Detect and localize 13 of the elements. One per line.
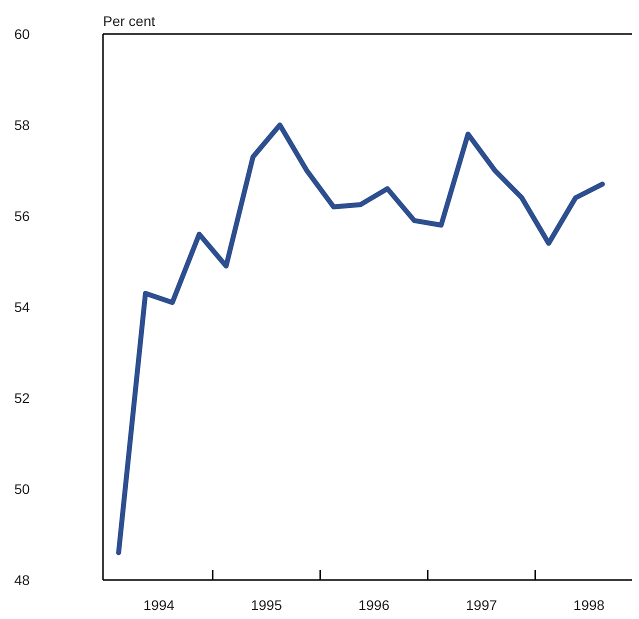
x-tick-label: 1996 <box>358 597 390 613</box>
y-tick-label: 54 <box>14 298 30 315</box>
y-tick-label: 50 <box>14 480 30 497</box>
y-tick-label: 58 <box>14 116 30 133</box>
y-tick-label: 48 <box>14 572 30 588</box>
x-tick-label: 1998 <box>573 597 605 613</box>
y-tick-label: 56 <box>14 208 30 224</box>
y-tick-label: 60 <box>14 26 30 42</box>
y-axis-title: Per cent <box>103 13 156 29</box>
x-tick-label: 1994 <box>143 597 175 613</box>
x-tick-label: 1995 <box>250 597 282 613</box>
x-tick-label: 1997 <box>466 597 498 613</box>
y-tick-label: 52 <box>14 390 30 406</box>
